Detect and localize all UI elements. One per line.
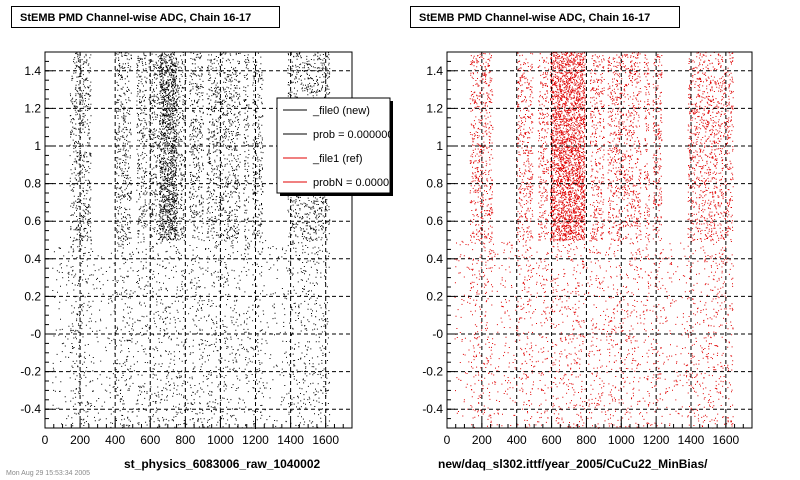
x-axis-label-left: st_physics_6083006_raw_1040002 (124, 457, 321, 471)
x-tick-label: 400 (105, 433, 125, 447)
y-tick-label: -0.2 (20, 365, 41, 379)
y-tick-label: 0.4 (426, 252, 443, 266)
y-tick-label: 1.2 (426, 101, 443, 115)
chart-title-right: StEMB PMD Channel-wise ADC, Chain 16-17 (410, 6, 680, 28)
x-tick-label: 200 (70, 433, 90, 447)
x-tick-label: 1200 (643, 433, 670, 447)
y-tick-label: 0.6 (24, 214, 41, 228)
y-tick-label: -0.2 (422, 365, 443, 379)
footer-timestamp: Mon Aug 29 15:53:34 2005 (6, 470, 91, 477)
x-tick-label: 1000 (608, 433, 635, 447)
y-tick-label: 1.2 (24, 101, 41, 115)
legend-entry-label: probN = 0.000000 (313, 177, 401, 189)
chart-title-left: StEMB PMD Channel-wise ADC, Chain 16-17 (11, 6, 280, 28)
x-tick-label: 0 (42, 433, 49, 447)
y-tick-label: -0 (432, 327, 443, 341)
x-tick-label: 1200 (242, 433, 269, 447)
x-tick-label: 200 (472, 433, 492, 447)
legend-box (276, 97, 391, 194)
x-tick-label: 1600 (713, 433, 740, 447)
y-tick-label: -0.4 (20, 402, 41, 416)
legend-entry-label: _file0 (new) (312, 105, 370, 117)
plot-panel-1: 0 200 400 600 800 1000 1200 1400 1600 -0.4 -0.2 -0 0… (422, 51, 753, 447)
x-axis-label-right: new/daq_sl302.ittf/year_2005/CuCu22_MinB… (438, 457, 708, 471)
x-tick-label: 400 (507, 433, 527, 447)
x-tick-label: 1400 (678, 433, 705, 447)
legend: _file0 (new) prob = 0.000000 _file1 (ref) p… (276, 97, 401, 196)
y-tick-label: 0.2 (426, 289, 443, 303)
plot-area (447, 52, 752, 428)
x-tick-label: 1000 (207, 433, 234, 447)
y-tick-label: 0.2 (24, 289, 41, 303)
x-tick-label: 0 (444, 433, 451, 447)
x-tick-label: 1400 (277, 433, 304, 447)
y-tick-label: 1.4 (426, 64, 443, 78)
y-tick-label: 0.8 (24, 177, 41, 191)
x-tick-label: 600 (140, 433, 160, 447)
y-tick-label: -0 (30, 327, 41, 341)
y-tick-label: 0.4 (24, 252, 41, 266)
grid-lines (447, 52, 752, 428)
grid-lines (45, 52, 352, 428)
legend-entry-label: _file1 (ref) (312, 153, 363, 165)
x-tick-label: 1600 (312, 433, 339, 447)
y-tick-label: 1 (436, 139, 443, 153)
y-tick-label: -0.4 (422, 402, 443, 416)
y-tick-label: 1 (34, 139, 41, 153)
y-tick-label: 0.8 (426, 177, 443, 191)
x-tick-label: 800 (576, 433, 596, 447)
x-tick-label: 600 (542, 433, 562, 447)
x-tick-label: 800 (175, 433, 195, 447)
y-tick-label: 0.6 (426, 214, 443, 228)
y-tick-label: 1.4 (24, 64, 41, 78)
legend-entry-label: prob = 0.000000 (313, 129, 393, 141)
